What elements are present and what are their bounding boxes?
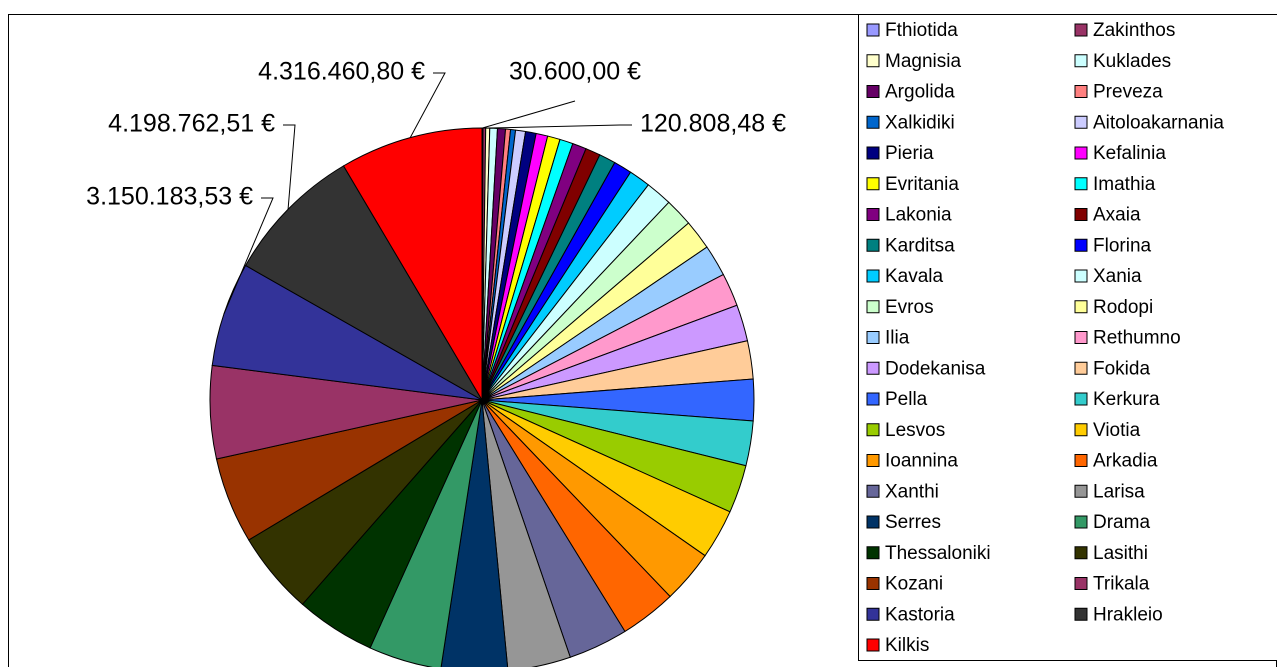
legend-swatch: [866, 423, 880, 437]
legend-label: Pella: [885, 389, 928, 410]
legend-label: Pieria: [885, 143, 934, 164]
value-label: 120.808,48 €: [640, 110, 786, 138]
value-label: 4.198.762,51 €: [108, 110, 275, 138]
legend-swatch: [866, 115, 880, 129]
legend-label: Arkadia: [1093, 451, 1158, 472]
legend-swatch: [866, 577, 880, 590]
pie-slice: [440, 399, 509, 667]
legend-label: Florina: [1093, 235, 1152, 256]
legend-swatch: [1074, 423, 1088, 437]
legend-label: Dodekanisa: [885, 358, 986, 379]
legend-label: Ilia: [885, 328, 910, 349]
leader-line: [487, 124, 632, 129]
legend-label: Magnisia: [885, 51, 961, 72]
legend-swatch: [1074, 607, 1088, 621]
legend-label: Drama: [1093, 512, 1150, 533]
legend-label: Evritania: [885, 174, 959, 195]
legend-label: Kerkura: [1093, 389, 1160, 410]
legend-swatch: [1074, 54, 1088, 68]
pie-slice: [244, 165, 484, 402]
legend-swatch: [1074, 269, 1088, 283]
legend-label: Kastoria: [885, 604, 955, 625]
legend-swatch: [1074, 300, 1088, 314]
legend-label: Fthiotida: [885, 20, 958, 41]
legend-swatch: [866, 269, 880, 283]
legend-label: Lakonia: [885, 205, 952, 226]
legend-label: Ioannina: [885, 451, 958, 472]
legend-swatch: [1074, 484, 1088, 498]
legend-swatch: [866, 607, 880, 621]
legend-label: Viotia: [1093, 420, 1141, 441]
legend-label: Rodopi: [1093, 297, 1153, 318]
legend-swatch: [1074, 23, 1088, 37]
legend-swatch: [866, 300, 880, 314]
legend-swatch: [1074, 208, 1088, 221]
legend-swatch: [866, 177, 880, 191]
leader-line: [283, 124, 296, 210]
legend-swatch: [1074, 238, 1088, 252]
value-label: 4.316.460,80 €: [258, 58, 425, 86]
legend-label: Trikala: [1093, 574, 1150, 595]
legend-swatch: [1074, 577, 1088, 590]
leader-line: [482, 100, 576, 129]
legend-swatch: [866, 546, 880, 560]
legend-label: Kilkis: [885, 635, 929, 656]
legend-swatch: [866, 23, 880, 37]
legend-swatch: [866, 361, 880, 375]
legend-swatch: [866, 515, 880, 529]
legend-label: Xanthi: [885, 481, 939, 502]
legend-label: Hrakleio: [1093, 604, 1163, 625]
legend-label: Zakinthos: [1093, 20, 1175, 41]
legend-label: Larisa: [1093, 481, 1145, 502]
legend-label: Thessaloniki: [885, 543, 991, 564]
legend-swatch: [1074, 331, 1088, 344]
legend-swatch: [1074, 85, 1088, 98]
legend-label: Serres: [885, 512, 941, 533]
legend-label: Rethumno: [1093, 328, 1181, 349]
legend-swatch: [866, 85, 880, 98]
legend-swatch: [1074, 146, 1088, 160]
legend-label: Kavala: [885, 266, 944, 287]
legend-label: Karditsa: [885, 235, 955, 256]
legend-swatch: [866, 238, 880, 252]
legend-label: Lasithi: [1093, 543, 1148, 564]
pie-slice: [481, 399, 571, 667]
legend-swatch: [1074, 454, 1088, 467]
legend-swatch: [1074, 392, 1088, 406]
legend-label: Argolida: [885, 82, 955, 103]
legend-label: Fokida: [1093, 358, 1150, 379]
value-label: 30.600,00 €: [509, 58, 641, 86]
legend-swatch: [866, 484, 880, 498]
legend-label: Aitoloakarnania: [1093, 112, 1224, 133]
legend-label: Xania: [1093, 266, 1142, 287]
legend-label: Xalkidiki: [885, 112, 955, 133]
legend-label: Axaia: [1093, 205, 1141, 226]
legend-swatch: [866, 146, 880, 160]
legend-swatch: [1074, 115, 1088, 129]
leader-line: [223, 197, 274, 314]
legend-swatch: [866, 392, 880, 406]
legend-box: [858, 14, 1277, 661]
legend-label: Preveza: [1093, 82, 1163, 103]
pie-slice: [342, 127, 483, 402]
legend-swatch: [866, 454, 880, 467]
legend-swatch: [1074, 177, 1088, 191]
legend-swatch: [1074, 515, 1088, 529]
legend-label: Imathia: [1093, 174, 1156, 195]
legend-swatch: [1074, 361, 1088, 375]
legend-label: Kuklades: [1093, 51, 1171, 72]
legend-label: Evros: [885, 297, 934, 318]
leader-line: [409, 72, 446, 138]
legend-swatch: [866, 331, 880, 344]
legend-swatch: [866, 638, 880, 652]
legend-label: Kozani: [885, 574, 943, 595]
legend-label: Kefalinia: [1093, 143, 1166, 164]
legend-swatch: [866, 54, 880, 68]
legend-swatch: [866, 208, 880, 221]
legend-label: Lesvos: [885, 420, 945, 441]
legend-swatch: [1074, 546, 1088, 560]
value-label: 3.150.183,53 €: [86, 183, 253, 211]
